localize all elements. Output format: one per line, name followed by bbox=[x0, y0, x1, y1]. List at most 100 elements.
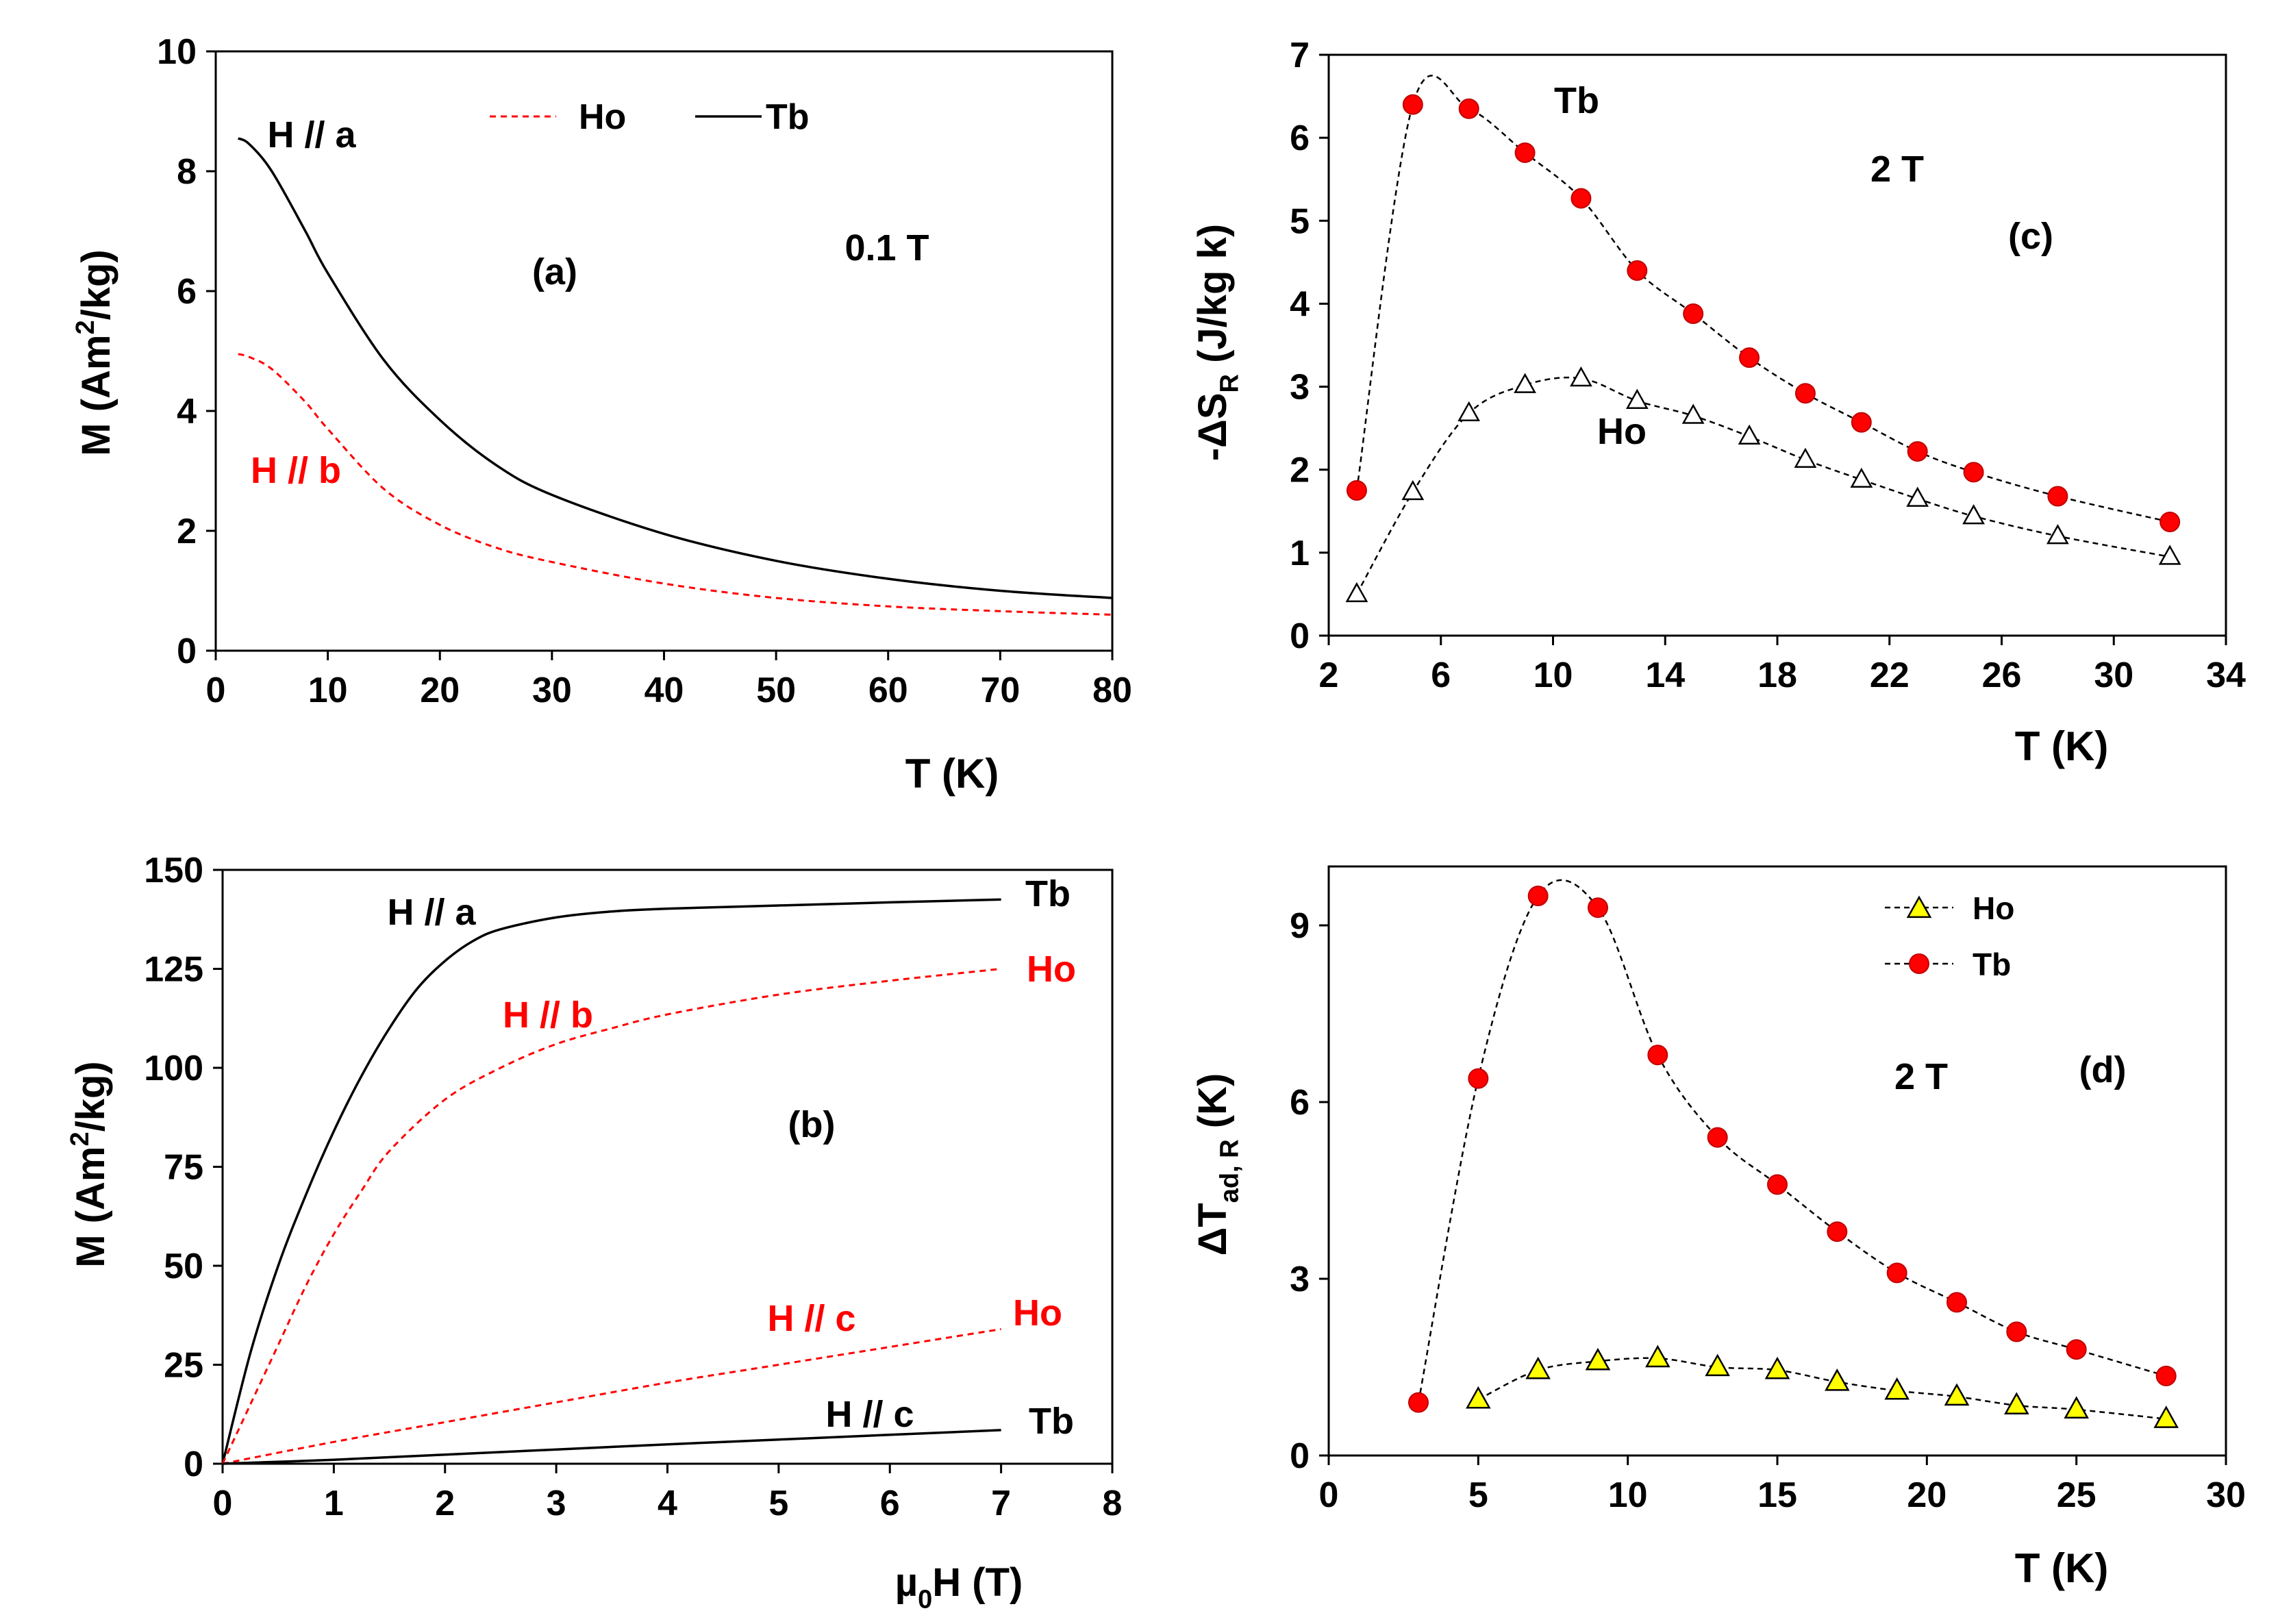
panel-a-content: T (K) M (Am2/kg) (a) 0.1 T H // a H // b Ho Tb bbox=[71, 97, 1113, 797]
panel-label: (a) bbox=[532, 251, 577, 292]
data-point-tb bbox=[1647, 1045, 1668, 1066]
annotation-h-c-tb: H // c bbox=[825, 1394, 914, 1435]
x-tick-label: 2 bbox=[1319, 655, 1339, 695]
x-tick-label: 6 bbox=[880, 1484, 900, 1523]
x-tick-label: 5 bbox=[1468, 1475, 1488, 1515]
y-tick-label: 8 bbox=[177, 152, 197, 192]
series-line-ho bbox=[1477, 1357, 2166, 1420]
y-tick-label: 125 bbox=[144, 950, 203, 990]
y-tick-label: 7 bbox=[1290, 36, 1310, 75]
x-tick-label: 10 bbox=[1534, 655, 1573, 695]
x-tick-label: 8 bbox=[1103, 1484, 1123, 1523]
x-tick-label: 14 bbox=[1645, 655, 1685, 695]
legend-label-ho: Ho bbox=[579, 97, 626, 137]
annotation-h-b: H // b bbox=[503, 995, 593, 1036]
series-line-ho bbox=[238, 353, 1113, 616]
data-point-ho bbox=[1962, 504, 1985, 525]
series-line-tb bbox=[1355, 75, 2170, 523]
y-tick-label: 150 bbox=[144, 851, 203, 890]
x-tick-label: 70 bbox=[980, 671, 1020, 710]
plot-frame bbox=[1327, 53, 2227, 637]
x-tick-label: 25 bbox=[2057, 1475, 2096, 1515]
y-axis-title: -ΔSR (J/kg k) bbox=[1190, 224, 1244, 461]
x-tick-label: 22 bbox=[1870, 655, 1910, 695]
data-point-tb bbox=[1907, 441, 1928, 462]
data-point-tb bbox=[1947, 1292, 1967, 1313]
legend: Ho Tb bbox=[1885, 890, 2014, 982]
field-label: 2 T bbox=[1870, 149, 1924, 190]
data-point-tb bbox=[1707, 1127, 1728, 1148]
series-line-ho-h-c bbox=[222, 1328, 1001, 1465]
data-point-tb bbox=[1458, 98, 1479, 119]
annotation-tb-c: Tb bbox=[1029, 1401, 1074, 1442]
panel-b: 0 1 2 3 4 5 6 7 8 0 25 50 75 100 125 150 bbox=[144, 851, 1122, 1523]
legend-marker-tb bbox=[1909, 953, 1929, 974]
data-point-ho bbox=[1570, 366, 1592, 387]
data-point-tb bbox=[1827, 1221, 1848, 1242]
data-point-ho bbox=[1345, 582, 1368, 603]
legend-marker-ho bbox=[1906, 895, 1932, 919]
legend-label-tb: Tb bbox=[1973, 947, 2011, 982]
x-tick-label: 3 bbox=[547, 1484, 566, 1523]
annotation-ho: Ho bbox=[1597, 411, 1647, 452]
y-tick-label: 6 bbox=[1290, 1083, 1310, 1123]
data-point-ho bbox=[2158, 545, 2181, 565]
x-tick-label: 30 bbox=[2206, 1475, 2246, 1515]
annotation-ho-b: Ho bbox=[1027, 949, 1076, 990]
field-label: 2 T bbox=[1894, 1056, 1948, 1097]
y-axis-title: M (Am2/kg) bbox=[66, 1061, 113, 1267]
data-point-tb bbox=[1794, 383, 1816, 404]
data-point-tb bbox=[1627, 260, 1648, 281]
x-tick-label: 5 bbox=[768, 1484, 788, 1523]
panel-d-content: T (K) ΔTad, R (K) (d) 2 T Ho Tb bbox=[1190, 879, 2179, 1591]
x-tick-label: 10 bbox=[1608, 1475, 1648, 1515]
x-tick-label: 26 bbox=[1982, 655, 2022, 695]
data-point-tb bbox=[1851, 412, 1872, 433]
data-point-ho bbox=[1738, 424, 1761, 445]
series-line-ho-h-b bbox=[221, 968, 1001, 1464]
x-tick-label: 20 bbox=[420, 671, 460, 710]
y-tick-label: 2 bbox=[1290, 451, 1310, 490]
x-tick-label: 6 bbox=[1431, 655, 1451, 695]
x-tick-label: 80 bbox=[1092, 671, 1132, 710]
x-tick-label: 10 bbox=[308, 671, 348, 710]
data-point-ho bbox=[2046, 524, 2069, 545]
data-point-ho bbox=[2004, 1392, 2029, 1415]
data-point-tb bbox=[1346, 480, 1367, 501]
data-point-tb bbox=[1963, 462, 1984, 483]
data-point-ho bbox=[1585, 1347, 1611, 1371]
panel-c-content: T (K) -ΔSR (J/kg k) (c) 2 T Tb Ho bbox=[1190, 75, 2181, 769]
series-line-tb-h-c bbox=[222, 1429, 1001, 1465]
data-point-tb bbox=[1570, 188, 1592, 209]
series-line-ho bbox=[1355, 376, 2170, 595]
y-tick-label: 75 bbox=[164, 1148, 203, 1188]
annotation-h-b: H // b bbox=[251, 450, 341, 491]
panel-b-content: µ0H (T) M (Am2/kg) (b) H // a H // b H // c H … bbox=[66, 873, 1076, 1614]
data-point-ho bbox=[1525, 1356, 1551, 1379]
data-point-ho bbox=[1825, 1368, 1850, 1391]
panel-label: (d) bbox=[2079, 1049, 2127, 1090]
x-tick-label: 2 bbox=[435, 1484, 455, 1523]
y-tick-label: 25 bbox=[164, 1346, 203, 1386]
data-point-ho bbox=[1884, 1377, 1910, 1400]
y-tick-label: 3 bbox=[1290, 368, 1310, 408]
x-tick-label: 60 bbox=[868, 671, 908, 710]
x-tick-label: 30 bbox=[2094, 655, 2133, 695]
legend-label-ho: Ho bbox=[1973, 890, 2014, 926]
panel-a: 0 10 20 30 40 50 60 70 80 0 2 4 6 8 10 bbox=[157, 32, 1132, 710]
legend-label-tb: Tb bbox=[766, 97, 810, 137]
data-point-tb bbox=[2155, 1365, 2177, 1386]
data-point-ho bbox=[1705, 1353, 1730, 1377]
x-tick-label: 7 bbox=[991, 1484, 1011, 1523]
annotation-h-a: H // a bbox=[267, 114, 356, 155]
y-axis-title: M (Am2/kg) bbox=[71, 249, 118, 455]
y-tick-label: 5 bbox=[1290, 201, 1310, 241]
y-tick-label: 6 bbox=[1290, 118, 1310, 158]
x-tick-label: 0 bbox=[1319, 1475, 1339, 1515]
data-point-tb bbox=[1886, 1262, 1907, 1284]
y-tick-label: 10 bbox=[157, 32, 197, 72]
data-point-ho bbox=[1457, 401, 1481, 422]
y-tick-label: 2 bbox=[177, 512, 197, 551]
data-point-tb bbox=[1408, 1392, 1429, 1413]
panel-label: (b) bbox=[788, 1104, 836, 1145]
